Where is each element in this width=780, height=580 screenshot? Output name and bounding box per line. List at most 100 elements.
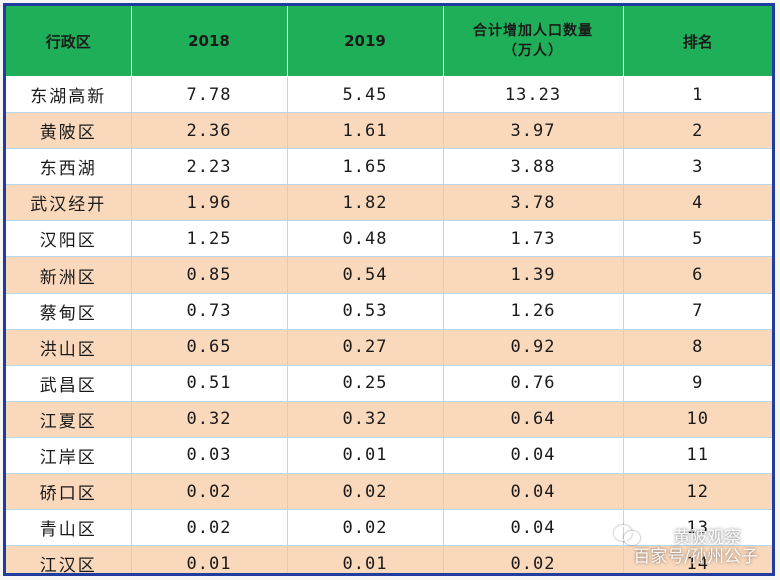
header-total-line1: 合计增加人口数量: [473, 23, 593, 39]
table-row: 黄陂区 2.36 1.61 3.97 2: [6, 112, 772, 150]
table-row: 东湖高新 7.78 5.45 13.23 1: [6, 76, 772, 114]
cell-rank: 8: [623, 329, 772, 366]
cell-district: 江岸区: [6, 437, 132, 475]
cell-2018: 0.51: [131, 365, 288, 402]
cell-2018: 0.65: [131, 329, 288, 366]
table-row: 武汉经开 1.96 1.82 3.78 4: [6, 184, 772, 222]
table-row: 新洲区 0.85 0.54 1.39 6: [6, 256, 772, 294]
cell-rank: 14: [623, 545, 772, 573]
table-row: 青山区 0.02 0.02 0.04 13: [6, 509, 772, 547]
cell-2019: 0.02: [287, 473, 444, 511]
cell-2018: 2.36: [131, 112, 288, 150]
cell-2019: 0.53: [287, 293, 444, 330]
cell-rank: 6: [623, 256, 772, 294]
cell-total: 3.97: [443, 112, 624, 150]
cell-rank: 1: [623, 76, 772, 114]
cell-2019: 1.65: [287, 148, 444, 186]
cell-2018: 0.85: [131, 256, 288, 294]
cell-total: 13.23: [443, 76, 624, 114]
cell-rank: 5: [623, 220, 772, 258]
cell-district: 洪山区: [6, 329, 132, 366]
cell-total: 0.04: [443, 437, 624, 475]
table-row: 东西湖 2.23 1.65 3.88 3: [6, 148, 772, 186]
cell-rank: 11: [623, 437, 772, 475]
cell-2019: 0.25: [287, 365, 444, 402]
cell-district: 黄陂区: [6, 112, 132, 150]
table-row: 蔡甸区 0.73 0.53 1.26 7: [6, 293, 772, 330]
cell-rank: 12: [623, 473, 772, 511]
cell-2018: 1.96: [131, 184, 288, 222]
cell-total: 0.64: [443, 401, 624, 438]
cell-district: 武昌区: [6, 365, 132, 402]
cell-total: 0.04: [443, 473, 624, 511]
cell-total: 0.02: [443, 545, 624, 573]
cell-total: 0.76: [443, 365, 624, 402]
cell-total: 1.73: [443, 220, 624, 258]
cell-2018: 0.32: [131, 401, 288, 438]
header-2019: 2019: [287, 6, 444, 77]
cell-2018: 2.23: [131, 148, 288, 186]
cell-total: 3.78: [443, 184, 624, 222]
cell-rank: 9: [623, 365, 772, 402]
table-row: 硚口区 0.02 0.02 0.04 12: [6, 473, 772, 511]
header-district: 行政区: [6, 6, 132, 77]
watermark-line1: 黄陂观察: [673, 528, 742, 548]
cell-district: 新洲区: [6, 256, 132, 294]
cell-2019: 0.01: [287, 545, 444, 573]
cell-rank: 7: [623, 293, 772, 330]
header-total: 合计增加人口数量 （万人）: [443, 6, 624, 77]
cell-2019: 0.27: [287, 329, 444, 366]
header-row: 行政区 2018 2019 合计增加人口数量 （万人） 排名: [6, 6, 772, 77]
cell-2019: 0.32: [287, 401, 444, 438]
table-frame: 行政区 2018 2019 合计增加人口数量 （万人） 排名 东湖高新 7.78 5…: [3, 3, 775, 576]
cell-2018: 0.01: [131, 545, 288, 573]
cell-2019: 0.02: [287, 509, 444, 547]
cell-2018: 0.02: [131, 509, 288, 547]
cell-district: 青山区: [6, 509, 132, 547]
cell-rank: 2: [623, 112, 772, 150]
cell-district: 东西湖: [6, 148, 132, 186]
watermark-line2: 百家号/孙州公子: [633, 547, 758, 567]
watermark: 黄陂观察 百家号/孙州公子: [633, 529, 758, 567]
cell-rank: 3: [623, 148, 772, 186]
table-header: 行政区 2018 2019 合计增加人口数量 （万人） 排名: [6, 6, 772, 77]
cell-total: 0.04: [443, 509, 624, 547]
cell-district: 东湖高新: [6, 76, 132, 114]
cell-2018: 0.73: [131, 293, 288, 330]
cell-district: 汉阳区: [6, 220, 132, 258]
cell-2019: 0.01: [287, 437, 444, 475]
header-rank: 排名: [623, 6, 772, 77]
cell-2019: 5.45: [287, 76, 444, 114]
cell-district: 蔡甸区: [6, 293, 132, 330]
table-row: 洪山区 0.65 0.27 0.92 8: [6, 329, 772, 366]
table-row: 武昌区 0.51 0.25 0.76 9: [6, 365, 772, 402]
table-row: 江汉区 0.01 0.01 0.02 14: [6, 545, 772, 573]
cell-total: 0.92: [443, 329, 624, 366]
cell-rank: 13: [623, 509, 772, 547]
cell-2018: 7.78: [131, 76, 288, 114]
cell-district: 武汉经开: [6, 184, 132, 222]
cell-district: 江夏区: [6, 401, 132, 438]
cell-total: 1.39: [443, 256, 624, 294]
cell-2019: 1.82: [287, 184, 444, 222]
table-row: 江岸区 0.03 0.01 0.04 11: [6, 437, 772, 475]
cell-rank: 10: [623, 401, 772, 438]
cell-2019: 0.48: [287, 220, 444, 258]
cell-2018: 0.03: [131, 437, 288, 475]
table-body: 东湖高新 7.78 5.45 13.23 1 黄陂区 2.36 1.61 3.97 2 东西湖 2.2…: [6, 76, 772, 573]
cell-total: 1.26: [443, 293, 624, 330]
table-row: 汉阳区 1.25 0.48 1.73 5: [6, 220, 772, 258]
cell-district: 硚口区: [6, 473, 132, 511]
cell-2019: 0.54: [287, 256, 444, 294]
header-2018: 2018: [131, 6, 288, 77]
population-table: 行政区 2018 2019 合计增加人口数量 （万人） 排名 东湖高新 7.78 5…: [6, 6, 772, 573]
table-row: 江夏区 0.32 0.32 0.64 10: [6, 401, 772, 438]
cell-total: 3.88: [443, 148, 624, 186]
header-total-line2: （万人）: [503, 43, 563, 59]
cell-2018: 1.25: [131, 220, 288, 258]
cell-2018: 0.02: [131, 473, 288, 511]
cell-2019: 1.61: [287, 112, 444, 150]
wechat-icon: [614, 523, 640, 545]
cell-rank: 4: [623, 184, 772, 222]
cell-district: 江汉区: [6, 545, 132, 573]
